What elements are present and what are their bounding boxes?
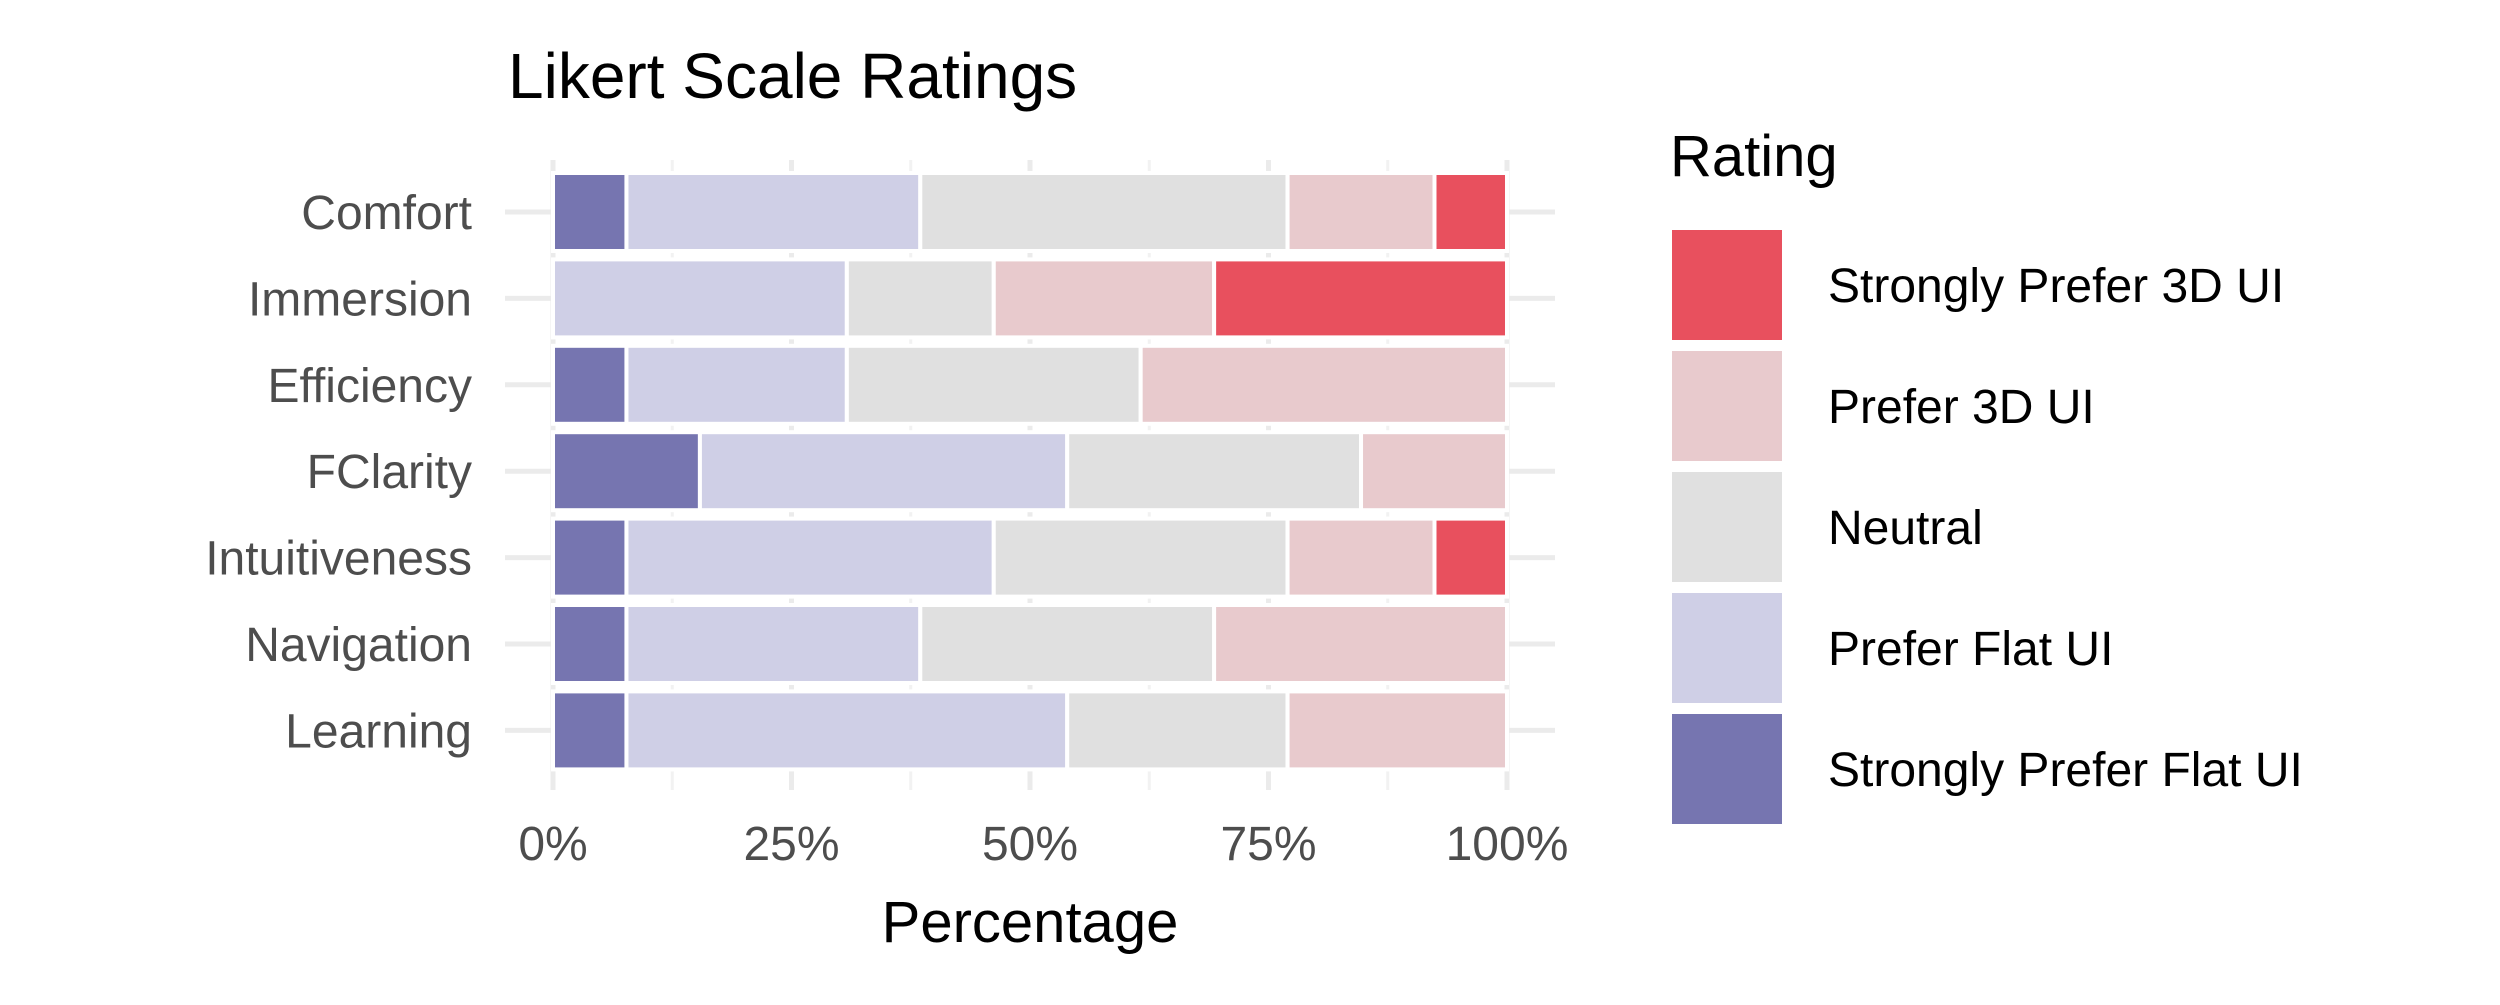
bar-segment: [991, 516, 1290, 599]
bar-segment: [1065, 430, 1364, 513]
bar-segment: [1432, 171, 1509, 253]
legend-swatch: [1672, 472, 1782, 582]
bars-group: [551, 171, 1509, 772]
y-tick-label: FClarity: [307, 446, 472, 499]
bar-segment: [1285, 171, 1437, 253]
x-axis-tick-labels: 0% 25% 50% 75% 100%: [518, 818, 1568, 871]
chart-title: Likert Scale Ratings: [508, 40, 1077, 112]
y-tick-label: Learning: [285, 705, 472, 758]
legend-label: Prefer 3D UI: [1828, 381, 2095, 434]
y-tick-label: Navigation: [245, 619, 472, 672]
x-tick-label: 50%: [982, 818, 1078, 871]
bar-segment: [551, 603, 629, 685]
legend-swatch: [1672, 351, 1782, 461]
bar-segment: [1285, 689, 1509, 772]
bar-segment: [844, 257, 996, 340]
bar-segment: [1065, 689, 1290, 772]
legend-label: Neutral: [1828, 502, 1983, 555]
y-axis-tick-labels: Comfort Immersion Efficiency FClarity Intuit…: [205, 187, 472, 758]
legend: Rating Strongly Prefer 3D UI Prefer 3D UI…: [1670, 124, 2303, 824]
bar-segment: [844, 343, 1143, 426]
bar-segment: [551, 689, 629, 772]
bar-segment: [1359, 430, 1509, 513]
bar-segment: [551, 516, 629, 599]
legend-swatch: [1672, 714, 1782, 824]
bar-segment: [918, 171, 1290, 253]
x-axis-label: Percentage: [882, 890, 1179, 955]
legend-label: Prefer Flat UI: [1828, 623, 2113, 676]
bar-segment: [1432, 516, 1509, 599]
x-tick-label: 0%: [518, 818, 587, 871]
bar-segment: [918, 603, 1217, 685]
bar-segment: [991, 257, 1217, 340]
y-tick-label: Comfort: [301, 187, 472, 240]
legend-swatch: [1672, 593, 1782, 703]
bar-segment: [1285, 516, 1437, 599]
bar-segment: [697, 430, 1070, 513]
bar-segment: [551, 171, 629, 253]
bar-segment: [624, 343, 849, 426]
y-tick-label: Intuitiveness: [205, 533, 472, 586]
legend-swatch: [1672, 230, 1782, 340]
legend-label: Strongly Prefer 3D UI: [1828, 260, 2284, 313]
y-tick-label: Immersion: [248, 273, 472, 326]
bar-segment: [1138, 343, 1509, 426]
x-tick-label: 25%: [743, 818, 839, 871]
bar-segment: [551, 257, 849, 340]
bar-segment: [1212, 257, 1509, 340]
bar-segment: [1212, 603, 1509, 685]
bar-segment: [551, 430, 702, 513]
x-tick-label: 100%: [1446, 818, 1569, 871]
x-tick-label: 75%: [1220, 818, 1316, 871]
bar-segment: [624, 171, 923, 253]
bar-segment: [624, 516, 996, 599]
legend-title: Rating: [1670, 124, 1838, 189]
bar-segment: [551, 343, 629, 426]
bar-segment: [624, 603, 923, 685]
y-tick-label: Efficiency: [267, 360, 472, 413]
bar-segment: [624, 689, 1070, 772]
legend-label: Strongly Prefer Flat UI: [1828, 744, 2303, 797]
